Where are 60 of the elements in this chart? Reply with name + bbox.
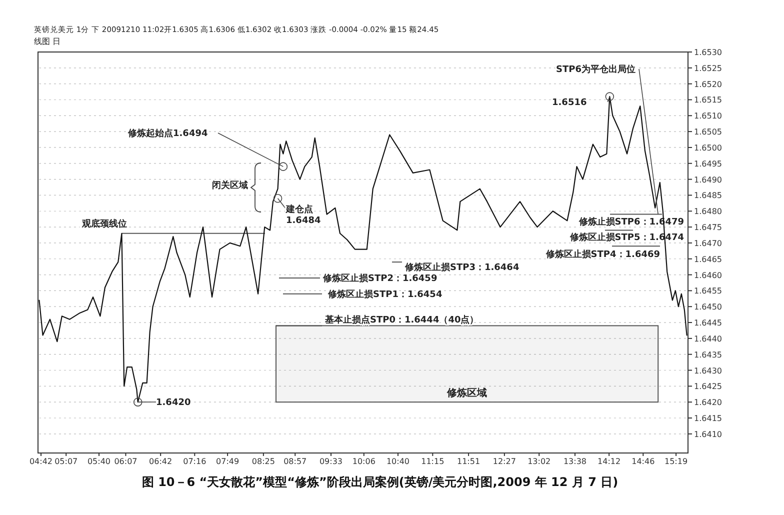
annotation: 1.6420 (156, 398, 191, 408)
y-tick-label: 1.6420 (694, 398, 722, 408)
x-tick-label: 05:40 (87, 457, 111, 466)
y-tick-label: 1.6480 (694, 207, 722, 216)
band-label: 修炼区域 (446, 387, 488, 400)
y-tick-label: 1.6460 (694, 270, 722, 280)
y-tick-label: 1.6415 (694, 414, 722, 423)
x-tick-label: 14:12 (598, 457, 621, 466)
y-tick-label: 1.6500 (694, 143, 722, 152)
x-tick-label: 15:19 (664, 457, 688, 466)
ref-line-label: 基本止损点STP0：1.6444（40点） (324, 314, 479, 326)
ref-line-label: 修炼区止损STP2：1.6459 (322, 272, 438, 284)
y-tick-label: 1.6515 (694, 96, 722, 105)
y-tick-label: 1.6445 (694, 318, 722, 328)
y-tick-label: 1.6435 (694, 350, 722, 360)
ref-line-label: 修炼区止损STP4：1.6469 (544, 249, 660, 260)
y-tick-label: 1.6450 (694, 302, 722, 312)
annotation: 闭关区域 (212, 180, 248, 191)
text: 线图 日 (34, 37, 61, 46)
y-tick-label: 1.6440 (694, 334, 722, 344)
ref-line-label: 修炼区止损STP1：1.6454 (327, 288, 442, 300)
text: 图 10－6 “天女散花”模型“修炼”阶段出局案例(英镑/美元分时图,2009 年 12 月 7 日) (142, 475, 618, 489)
annotation: 修炼起始点1.6494 (127, 128, 208, 139)
x-tick-label: 08:57 (284, 457, 307, 466)
x-tick-label: 06:07 (114, 457, 138, 466)
y-tick-label: 1.6485 (694, 191, 722, 200)
x-tick-label: 10:06 (352, 457, 376, 466)
y-tick-label: 1.6525 (694, 64, 722, 73)
annotation: 1.6516 (552, 98, 587, 108)
ref-line-label: 修炼区止损STP3：1.6464 (404, 262, 520, 274)
x-tick-label: 11:51 (457, 457, 480, 466)
x-tick-label: 07:16 (183, 457, 206, 466)
ref-line-label: 观底颈线位 (81, 218, 127, 230)
y-tick-label: 1.6505 (694, 128, 722, 137)
x-tick-label: 14:46 (632, 457, 655, 466)
y-tick-label: 1.6470 (694, 238, 722, 248)
annotation: 建仓点 1.6484 (285, 204, 321, 226)
y-tick-label: 1.6465 (694, 254, 722, 264)
y-tick-label: 1.6430 (694, 366, 722, 376)
y-tick-label: 1.6455 (694, 286, 722, 296)
x-tick-label: 13:02 (528, 457, 551, 466)
x-tick-label: 12:27 (492, 457, 516, 466)
y-tick-label: 1.6475 (694, 223, 722, 232)
y-tick-label: 1.6410 (694, 430, 722, 439)
y-tick-label: 1.6495 (694, 159, 722, 168)
x-tick-label: 10:40 (386, 457, 410, 466)
x-tick-label: 04:42 (29, 457, 53, 466)
x-tick-label: 05:07 (54, 457, 78, 466)
x-tick-label: 13:38 (563, 457, 587, 466)
annotation: STP6为平仓出局位 (556, 64, 636, 75)
x-tick-label: 08:25 (252, 457, 275, 466)
y-tick-label: 1.6425 (694, 382, 722, 392)
x-tick-label: 06:42 (149, 457, 172, 466)
y-tick-label: 1.6510 (694, 112, 722, 121)
x-tick-label: 07:49 (216, 457, 240, 466)
y-tick-label: 1.6530 (694, 48, 722, 57)
y-tick-label: 1.6490 (694, 175, 722, 184)
x-tick-label: 11:15 (421, 457, 444, 466)
y-tick-label: 1.6520 (694, 80, 722, 89)
x-tick-label: 09:33 (319, 457, 343, 466)
